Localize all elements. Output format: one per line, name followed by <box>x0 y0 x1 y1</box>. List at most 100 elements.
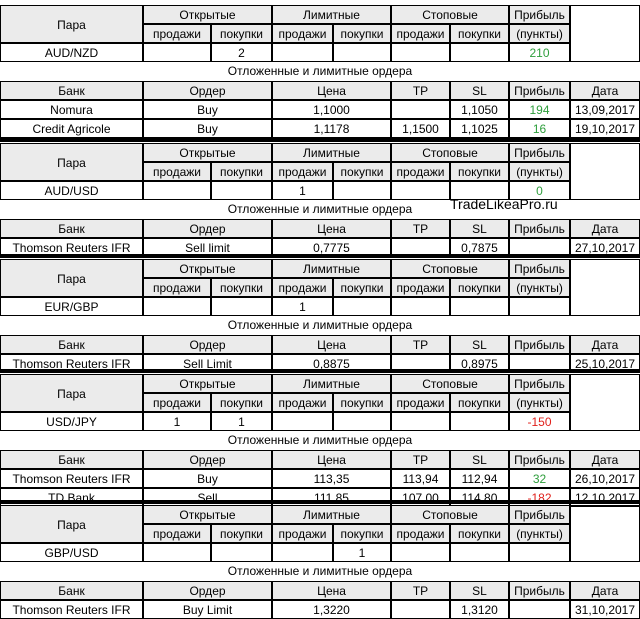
stop-sell-header: продажи <box>391 524 450 543</box>
tp-header: TP <box>391 219 450 238</box>
limit-header: Лимитные <box>272 505 391 524</box>
pending-orders-title: Отложенные и лимитные ордера <box>227 318 413 332</box>
limit-header: Лимитные <box>272 374 391 393</box>
open-buy-value <box>211 543 272 562</box>
empty-cell <box>570 374 640 431</box>
bank-header: Банк <box>0 335 143 354</box>
limit-buy-value <box>333 181 391 200</box>
pending-orders-title: Отложенные и лимитные ордера <box>227 64 413 78</box>
order-tp: 113,94 <box>391 469 450 488</box>
stop-buy-header: покупки <box>450 524 509 543</box>
order-profit: 32 <box>509 469 570 488</box>
date-header: Дата <box>570 335 640 354</box>
pending-orders-title: Отложенные и лимитные ордера <box>227 433 413 447</box>
limit-header: Лимитные <box>272 143 391 162</box>
date-header: Дата <box>570 581 640 600</box>
pair-profit-value: 210 <box>509 43 570 62</box>
order-sl: 112,94 <box>450 469 509 488</box>
open-buy-value <box>211 297 272 316</box>
stop-header: Стоповые <box>391 5 509 24</box>
order-profit-header: Прибыль <box>509 581 570 600</box>
open-buy-header: покупки <box>211 24 272 43</box>
order-type: Buy Limit <box>143 600 272 619</box>
limit-buy-header: покупки <box>333 278 391 297</box>
open-header: Открытые <box>143 374 272 393</box>
pending-orders-title: Отложенные и лимитные ордера <box>227 564 413 578</box>
price-header: Цена <box>272 581 391 600</box>
stop-buy-value <box>450 43 509 62</box>
order-price: 1,1178 <box>272 119 391 138</box>
open-buy-header: покупки <box>211 278 272 297</box>
pair-name: AUD/USD <box>0 181 143 200</box>
order-bank: Thomson Reuters IFR <box>0 600 143 619</box>
pair-header: Пара <box>0 259 143 297</box>
section-divider <box>0 500 640 504</box>
stop-buy-header: покупки <box>450 162 509 181</box>
order-price: 113,35 <box>272 469 391 488</box>
price-header: Цена <box>272 219 391 238</box>
pair-header: Пара <box>0 374 143 412</box>
order-type: Buy <box>143 100 272 119</box>
stop-header: Стоповые <box>391 505 509 524</box>
limit-buy-value <box>333 43 391 62</box>
open-sell-header: продажи <box>143 524 211 543</box>
order-sl: 1,1050 <box>450 100 509 119</box>
limit-sell-header: продажи <box>272 162 333 181</box>
date-header: Дата <box>570 81 640 100</box>
limit-buy-header: покупки <box>333 524 391 543</box>
open-buy-header: покупки <box>211 393 272 412</box>
tp-header: TP <box>391 581 450 600</box>
sl-header: SL <box>450 219 509 238</box>
pair-profit-value <box>509 297 570 316</box>
pair-name: EUR/GBP <box>0 297 143 316</box>
order-date: 31,10,2017 <box>570 600 640 619</box>
stop-sell-value <box>391 297 450 316</box>
stop-buy-header: покупки <box>450 278 509 297</box>
open-sell-header: продажи <box>143 393 211 412</box>
limit-sell-header: продажи <box>272 278 333 297</box>
stop-sell-value <box>391 412 450 431</box>
open-sell-header: продажи <box>143 278 211 297</box>
order-tp <box>391 600 450 619</box>
stop-sell-value <box>391 43 450 62</box>
order-profit-header: Прибыль <box>509 450 570 469</box>
limit-buy-header: покупки <box>333 162 391 181</box>
order-header: Ордер <box>143 81 272 100</box>
limit-buy-value <box>333 297 391 316</box>
open-header: Открытые <box>143 143 272 162</box>
pending-orders-title: Отложенные и лимитные ордера <box>227 202 413 216</box>
profit-units-header: (пункты) <box>509 393 570 412</box>
stop-sell-header: продажи <box>391 162 450 181</box>
profit-header: Прибыль <box>509 143 570 162</box>
limit-sell-value <box>272 543 333 562</box>
empty-cell <box>570 505 640 562</box>
profit-units-header: (пункты) <box>509 24 570 43</box>
open-header: Открытые <box>143 505 272 524</box>
watermark-text: TradeLikeaPro.ru <box>450 196 558 212</box>
open-sell-value <box>143 543 211 562</box>
order-profit: 194 <box>509 100 570 119</box>
order-date: 13,09,2017 <box>570 100 640 119</box>
stop-header: Стоповые <box>391 374 509 393</box>
order-bank: Credit Agricole <box>0 119 143 138</box>
order-profit: 16 <box>509 119 570 138</box>
stop-buy-value <box>450 412 509 431</box>
profit-header: Прибыль <box>509 505 570 524</box>
limit-sell-header: продажи <box>272 393 333 412</box>
stop-buy-value <box>450 181 509 200</box>
limit-buy-value <box>333 412 391 431</box>
limit-sell-value <box>272 43 333 62</box>
sl-header: SL <box>450 450 509 469</box>
date-header: Дата <box>570 450 640 469</box>
pair-profit-value <box>509 543 570 562</box>
bank-header: Банк <box>0 581 143 600</box>
open-sell-value <box>143 181 211 200</box>
bank-header: Банк <box>0 219 143 238</box>
stop-buy-header: покупки <box>450 393 509 412</box>
order-header: Ордер <box>143 450 272 469</box>
order-header: Ордер <box>143 219 272 238</box>
limit-buy-value: 1 <box>333 543 391 562</box>
order-tp <box>391 100 450 119</box>
order-bank: Nomura <box>0 100 143 119</box>
